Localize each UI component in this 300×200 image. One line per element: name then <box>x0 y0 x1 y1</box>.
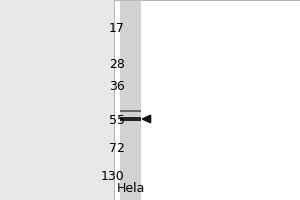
Bar <box>120 0 141 200</box>
Polygon shape <box>142 115 151 123</box>
Text: 28: 28 <box>109 58 124 71</box>
Text: 55: 55 <box>109 114 124 127</box>
Bar <box>120 117 141 121</box>
Text: 36: 36 <box>109 80 124 92</box>
Text: Hela: Hela <box>116 182 145 196</box>
Text: 130: 130 <box>101 170 124 182</box>
Bar <box>114 0 300 200</box>
Text: 17: 17 <box>109 21 124 34</box>
Text: 72: 72 <box>109 142 124 154</box>
Bar <box>120 110 141 112</box>
